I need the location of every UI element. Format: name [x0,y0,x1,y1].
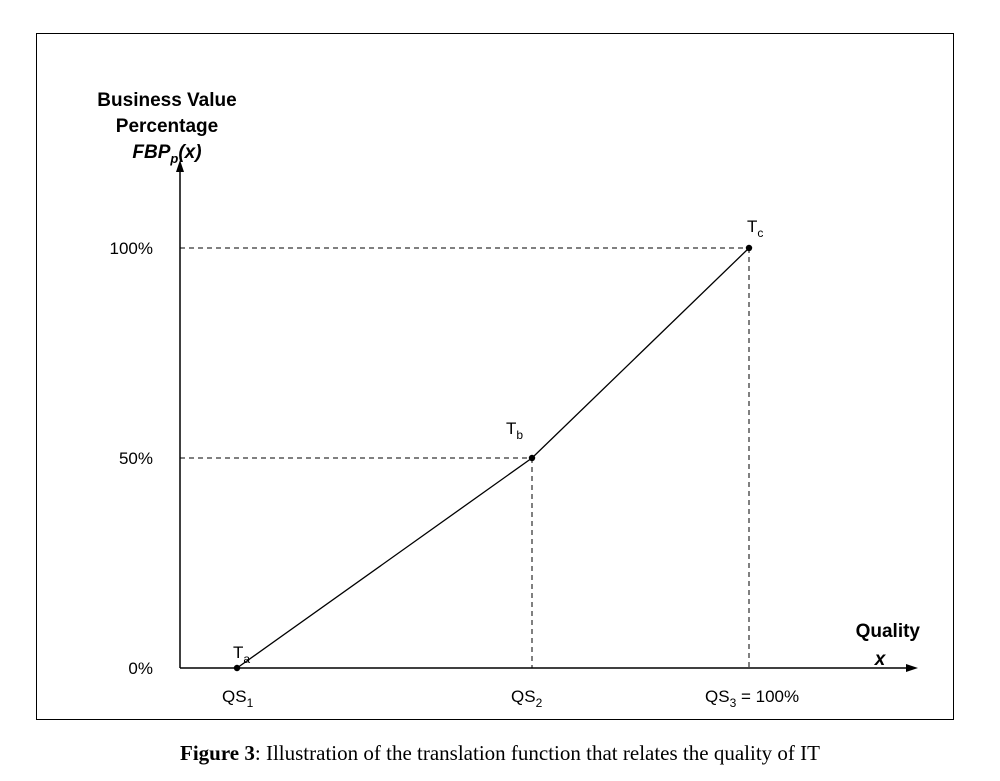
y-axis-title-line2: Percentage [116,116,218,137]
y-tick-label-1: 50% [119,449,153,468]
x-axis-title-line1: Quality [856,621,921,642]
x-axis-arrow [906,664,918,672]
y-tick-label-2: 100% [110,239,153,258]
x-tick-label-1: QS2 [511,687,543,710]
y-axis-arrow [176,160,184,172]
caption-text: : Illustration of the translation functi… [254,741,820,765]
y-axis-title-line1: Business Value [97,90,236,111]
figure-caption: Figure 3: Illustration of the translatio… [0,741,1000,766]
series-line [236,247,750,669]
figure-frame [36,33,954,720]
data-point-label-a: Ta [233,643,250,666]
x-tick-label-0: QS1 [222,687,254,710]
data-point-c [745,244,753,252]
x-axis-title-line2: x [874,649,887,670]
caption-label: Figure 3 [180,741,255,765]
data-point-b [528,454,536,462]
x-tick-label-2: QS3 = 100% [705,687,799,710]
y-tick-label-0: 0% [128,659,153,678]
data-point-label-c: Tc [747,217,763,240]
data-point-a [233,664,241,672]
y-axis-function-label: FBPp(x) [132,142,201,166]
data-point-label-b: Tb [506,419,523,442]
